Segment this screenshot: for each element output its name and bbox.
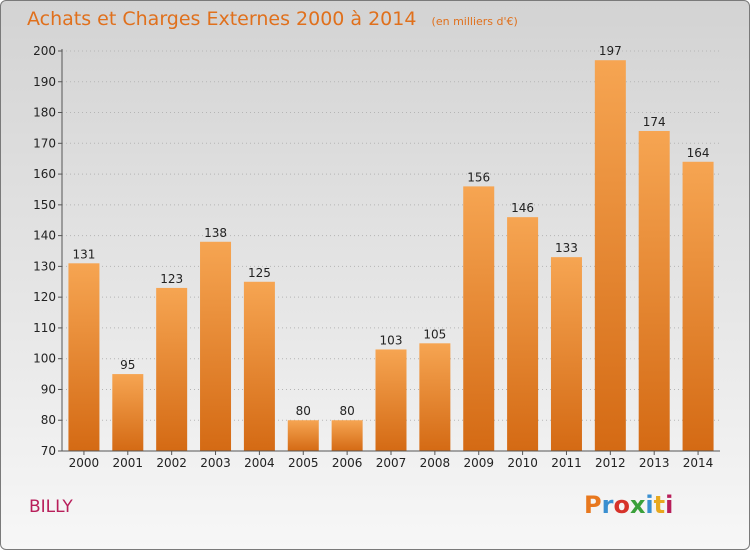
y-tick-label: 120 [33, 290, 56, 304]
logo-letter: t [653, 491, 666, 519]
x-tick-label: 2001 [113, 456, 144, 470]
bar-value-label: 133 [555, 241, 578, 255]
x-tick-label: 2012 [595, 456, 626, 470]
y-tick-label: 140 [33, 229, 56, 243]
y-tick-label: 170 [33, 136, 56, 150]
logo-letter: x [629, 491, 646, 519]
chart-title: Achats et Charges Externes 2000 à 2014 [27, 8, 417, 30]
bar [68, 263, 100, 451]
x-tick-label: 2004 [244, 456, 275, 470]
y-tick-label: 80 [41, 413, 56, 427]
bar [243, 281, 275, 451]
x-tick-label: 2014 [683, 456, 714, 470]
y-tick-label: 190 [33, 75, 56, 89]
y-tick-label: 150 [33, 198, 56, 212]
proxiti-logo[interactable]: Proxiti [584, 491, 673, 519]
bar-value-label: 197 [599, 44, 622, 58]
bar-value-label: 131 [72, 247, 95, 261]
bar-value-label: 105 [423, 327, 446, 341]
bar [463, 186, 495, 451]
logo-letter: i [645, 491, 654, 519]
x-tick-label: 2003 [200, 456, 231, 470]
commune-name: BILLY [29, 497, 73, 517]
bar-value-label: 164 [687, 146, 710, 160]
x-tick-label: 2006 [332, 456, 363, 470]
bar [594, 60, 626, 451]
axes: 7080901001101201301401501601701801902002… [33, 44, 720, 470]
bars: 131 95 123 138 125 80 80 103 105 156 146 133 197 174 1… [68, 44, 714, 451]
x-tick-label: 2005 [288, 456, 319, 470]
bar [156, 287, 188, 451]
x-tick-label: 2008 [420, 456, 451, 470]
x-tick-label: 2007 [376, 456, 407, 470]
bar-value-label: 80 [296, 404, 311, 418]
bar-value-label: 125 [248, 266, 271, 280]
bar [112, 374, 144, 451]
logo-letter: P [584, 491, 602, 519]
x-tick-label: 2009 [463, 456, 494, 470]
bar [507, 217, 539, 451]
x-tick-label: 2002 [156, 456, 187, 470]
y-tick-label: 180 [33, 106, 56, 120]
bar-value-label: 156 [467, 170, 490, 184]
x-tick-label: 2011 [551, 456, 582, 470]
chart-title-block: Achats et Charges Externes 2000 à 2014 (… [27, 8, 518, 30]
bar [419, 343, 451, 451]
x-tick-label: 2013 [639, 456, 670, 470]
logo-letter: i [665, 491, 674, 519]
y-tick-label: 130 [33, 259, 56, 273]
x-tick-label: 2000 [69, 456, 100, 470]
x-tick-label: 2010 [507, 456, 538, 470]
bar [682, 161, 714, 451]
chart-unit: (en milliers d'€) [431, 15, 518, 28]
bar-value-label: 138 [204, 226, 227, 240]
y-tick-label: 70 [41, 444, 56, 458]
y-tick-label: 100 [33, 352, 56, 366]
logo-letter: r [601, 491, 614, 519]
bar-value-label: 103 [380, 333, 403, 347]
bar [375, 349, 407, 451]
bar [287, 420, 319, 451]
bar [331, 420, 363, 451]
bar [638, 131, 670, 451]
bar [550, 257, 582, 451]
y-tick-label: 90 [41, 382, 56, 396]
bar-value-label: 174 [643, 115, 666, 129]
bar-value-label: 80 [339, 404, 354, 418]
bar-value-label: 95 [120, 358, 135, 372]
y-tick-label: 160 [33, 167, 56, 181]
y-tick-label: 200 [33, 44, 56, 58]
bar [200, 241, 232, 451]
logo-letter: o [613, 491, 630, 519]
y-tick-label: 110 [33, 321, 56, 335]
bar-value-label: 123 [160, 272, 183, 286]
bar-value-label: 146 [511, 201, 534, 215]
